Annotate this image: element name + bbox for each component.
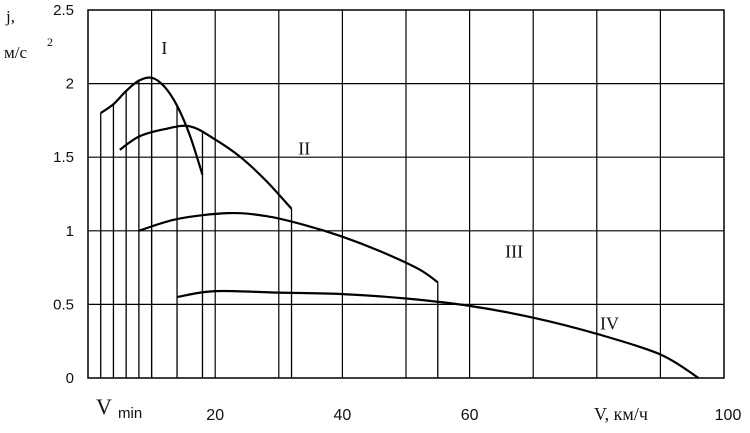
vmin-subscript: min: [118, 405, 142, 422]
y-tick-label: 2: [66, 76, 74, 93]
y-tick-label: 1: [66, 223, 74, 240]
y-axis-unit-exponent: 2: [47, 35, 53, 49]
series-line-II: [119, 124, 293, 210]
series-label-IV: IV: [600, 313, 619, 333]
y-axis-unit: м/с: [4, 43, 27, 62]
chart-grid: 0 0.5 1 1.5 2 2.5 20 40 60 100: [53, 2, 741, 424]
x-tick-label: 20: [206, 407, 224, 424]
series-line-IV: [176, 289, 700, 379]
x-tick-label: 100: [715, 407, 742, 424]
vertical-drop-lines: [100, 77, 439, 378]
y-tick-label: 1.5: [53, 149, 74, 166]
x-tick-label: 60: [461, 407, 479, 424]
y-tick-label: 0.5: [53, 296, 74, 313]
y-tick-label: 2.5: [53, 2, 74, 19]
series-label-II: II: [298, 138, 310, 158]
y-tick-label: 0: [66, 370, 74, 387]
y-axis-label: j,: [5, 7, 15, 26]
series-line-III: [138, 211, 439, 284]
vmin-label: V: [96, 394, 112, 419]
x-axis-label: V, км/ч: [594, 404, 648, 424]
series-label-III: III: [505, 241, 523, 261]
series-label-I: I: [161, 38, 167, 58]
x-tick-label: 40: [334, 407, 352, 424]
